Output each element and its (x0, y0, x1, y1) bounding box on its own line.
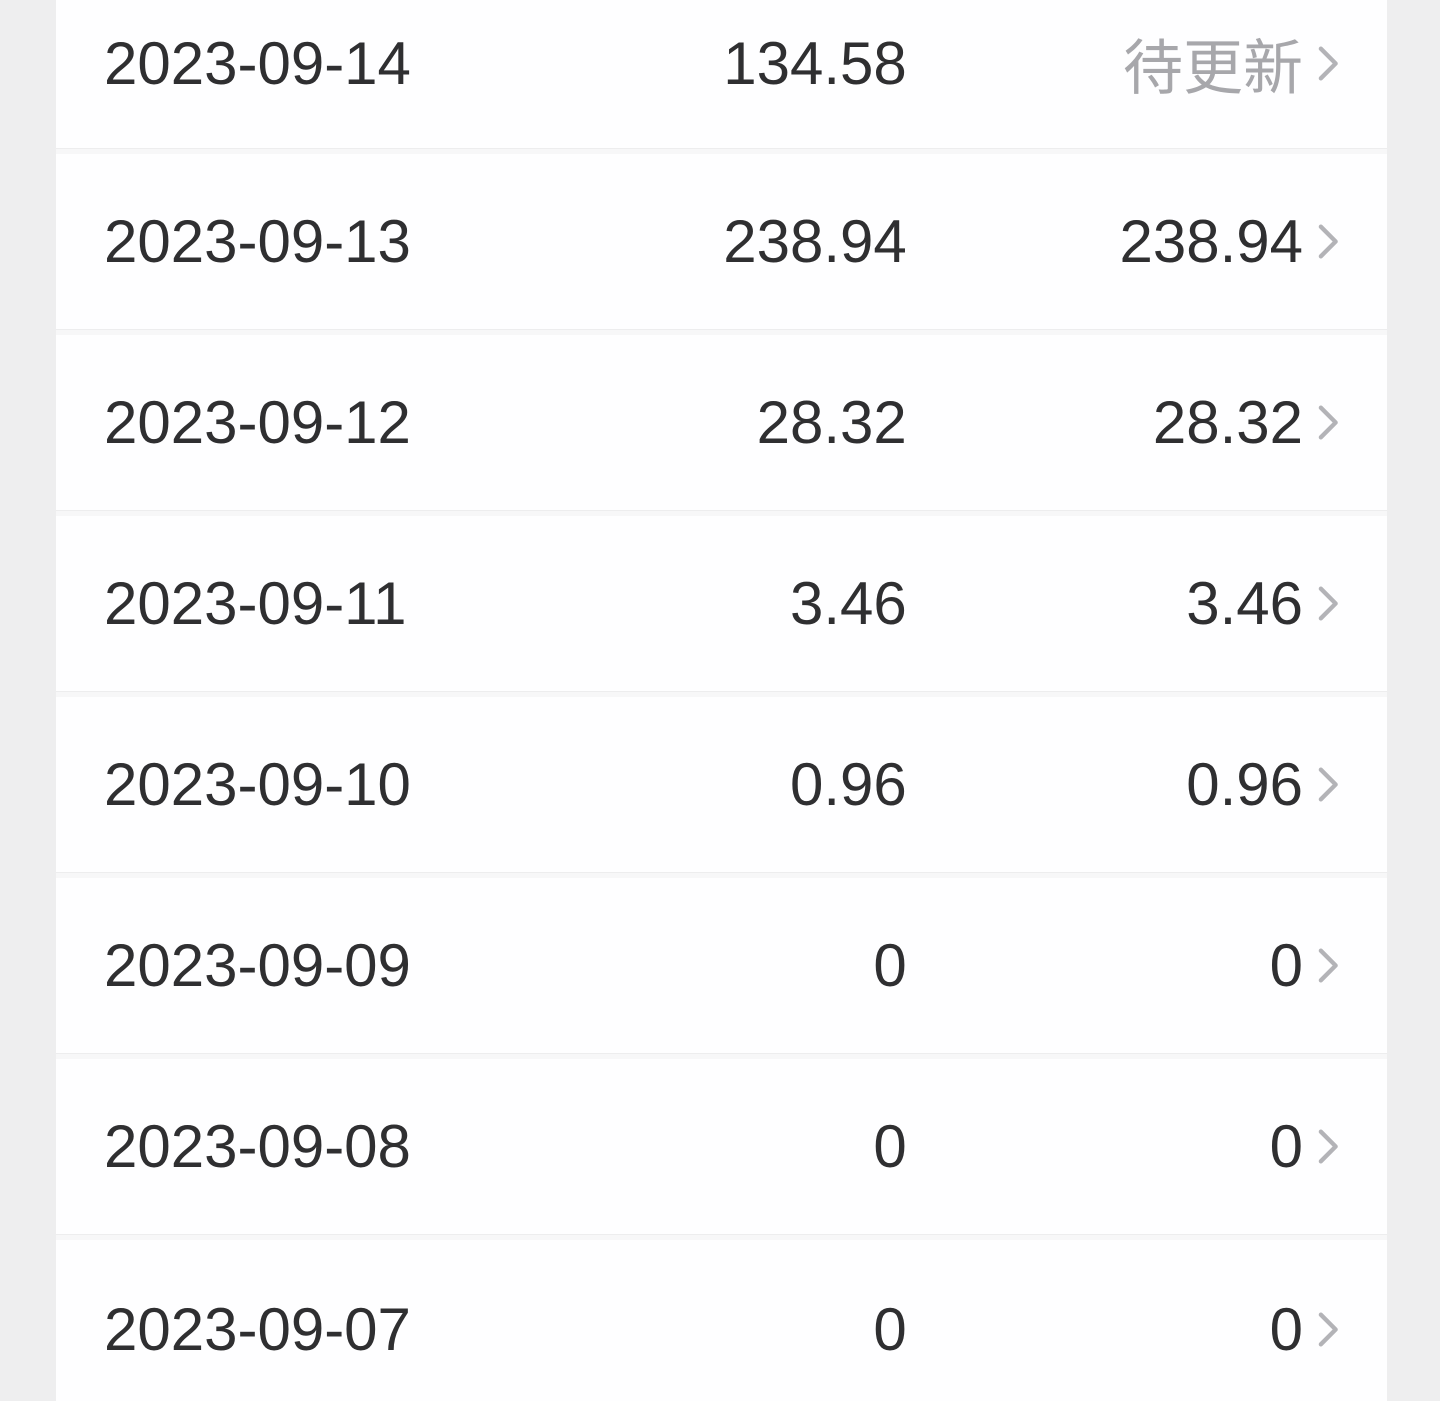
amount-value: 0.96 (789, 751, 907, 818)
amount-value: 134.58 (723, 29, 907, 97)
settled-amount-value: 238.94 (1119, 208, 1303, 275)
row-separator (56, 148, 1387, 154)
left-gutter (0, 0, 56, 1401)
row-separator (56, 329, 1387, 335)
settled-group: 0 (907, 1295, 1339, 1364)
list-item[interactable]: 2023-09-12 28.32 28.32 (56, 335, 1387, 510)
chevron-right-icon (1318, 767, 1338, 802)
list-item[interactable]: 2023-09-13 238.94 238.94 (56, 154, 1387, 329)
list-item[interactable]: 2023-09-07 0 0 (56, 1240, 1387, 1401)
date-label: 2023-09-07 (104, 1296, 411, 1363)
settled-amount-value: 0.96 (1186, 751, 1303, 818)
chevron-right-icon (1318, 1312, 1338, 1347)
settled-group: 0 (907, 931, 1339, 1000)
chevron-right-icon (1318, 948, 1338, 983)
chevron-right-icon (1318, 46, 1338, 80)
settled-group: 0.96 (907, 750, 1339, 819)
row-separator (56, 691, 1387, 697)
settled-group: 0 (907, 1112, 1339, 1181)
chevron-right-icon (1318, 1129, 1338, 1164)
date-label: 2023-09-10 (104, 751, 411, 818)
chevron-right-icon (1318, 224, 1338, 259)
row-separator (56, 1053, 1387, 1059)
daily-amount-list: 2023-09-14 134.58 待更新 2023-09-13 238.94 … (56, 0, 1387, 1401)
date-label: 2023-09-14 (104, 29, 411, 97)
settled-amount-value: 0 (1269, 1113, 1303, 1180)
row-separator (56, 1234, 1387, 1240)
settled-group: 28.32 (907, 388, 1339, 457)
amount-value: 3.46 (789, 570, 907, 637)
amount-value: 0 (873, 932, 907, 999)
list-item[interactable]: 2023-09-09 0 0 (56, 878, 1387, 1053)
chevron-right-icon (1318, 586, 1338, 621)
settled-amount-value: 0 (1269, 1296, 1303, 1363)
settled-group: 238.94 (907, 207, 1339, 276)
amount-value: 0 (873, 1113, 907, 1180)
date-label: 2023-09-09 (104, 932, 411, 999)
list-item[interactable]: 2023-09-11 3.46 3.46 (56, 516, 1387, 691)
list-item[interactable]: 2023-09-14 134.58 待更新 (56, 0, 1387, 148)
list-item[interactable]: 2023-09-10 0.96 0.96 (56, 697, 1387, 872)
amount-value: 0 (873, 1296, 907, 1363)
chevron-right-icon (1318, 405, 1338, 440)
amount-value: 28.32 (756, 389, 907, 456)
settled-amount-value: 待更新 (1123, 34, 1303, 102)
date-label: 2023-09-12 (104, 389, 411, 456)
row-separator (56, 510, 1387, 516)
settled-amount-value: 0 (1269, 932, 1303, 999)
settled-group: 3.46 (907, 569, 1339, 638)
right-gutter (1387, 0, 1440, 1401)
settled-amount-value: 28.32 (1152, 389, 1303, 456)
row-separator (56, 872, 1387, 878)
list-item[interactable]: 2023-09-08 0 0 (56, 1059, 1387, 1234)
amount-value: 238.94 (723, 208, 907, 275)
settled-group: 待更新 (907, 20, 1339, 107)
date-label: 2023-09-13 (104, 208, 411, 275)
date-label: 2023-09-08 (104, 1113, 411, 1180)
date-label: 2023-09-11 (104, 570, 407, 637)
settled-amount-value: 3.46 (1186, 570, 1303, 637)
